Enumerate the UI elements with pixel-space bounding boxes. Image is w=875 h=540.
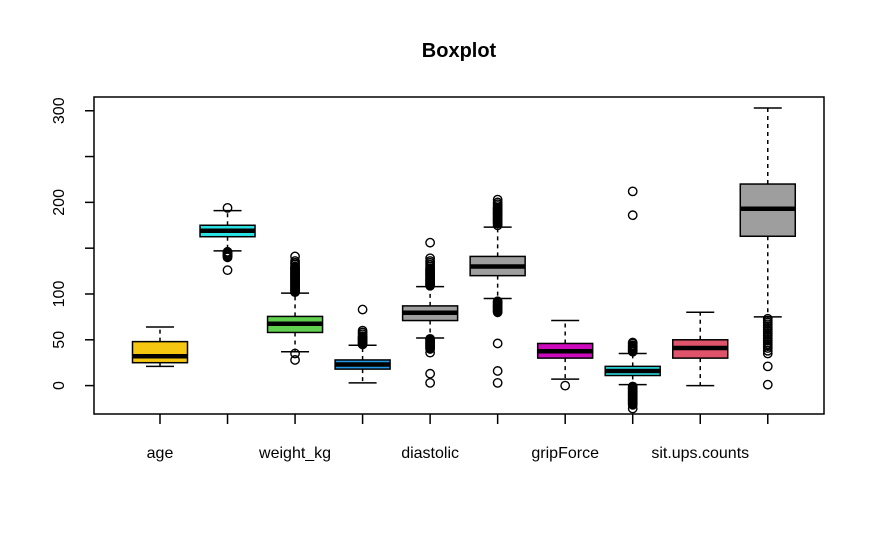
outlier-point xyxy=(762,343,773,353)
outlier-point xyxy=(425,344,436,354)
box-group xyxy=(334,304,391,384)
outlier-point xyxy=(290,355,300,365)
outlier-point xyxy=(492,197,503,208)
outlier-point xyxy=(290,256,300,266)
axes-layer: 0 50 100 200 300 age weight_kg diastolic gripFor… xyxy=(51,97,769,462)
outlier-point xyxy=(560,380,571,391)
plot-border xyxy=(93,96,825,415)
outlier-point xyxy=(492,377,503,388)
outlier-point xyxy=(492,307,503,318)
box-group xyxy=(199,202,256,276)
outlier-point xyxy=(425,347,436,358)
outlier-point xyxy=(762,345,773,356)
outlier-point xyxy=(222,252,233,263)
iqr-box xyxy=(131,340,189,364)
y-tick-label: 300 xyxy=(51,97,68,124)
outlier-point xyxy=(222,202,233,213)
outlier-point xyxy=(425,377,436,388)
outlier-point xyxy=(290,251,300,262)
box-group xyxy=(536,319,594,391)
outlier-point xyxy=(627,399,638,410)
box-group xyxy=(131,326,189,368)
outlier-point xyxy=(492,338,503,349)
outlier-point xyxy=(627,210,638,221)
box-group xyxy=(266,251,324,365)
outlier-point xyxy=(357,304,368,315)
outlier-point xyxy=(425,256,436,266)
outlier-point xyxy=(425,253,436,264)
x-tick-label: age xyxy=(147,445,174,462)
outlier-point xyxy=(762,361,773,372)
box-group xyxy=(671,311,729,387)
outlier-point xyxy=(357,325,368,336)
y-tick-label: 0 xyxy=(51,381,68,390)
x-tick-label: weight_kg xyxy=(258,445,331,462)
x-tick-label: diastolic xyxy=(401,445,459,462)
box-group xyxy=(469,194,526,388)
x-tick-label: sit.ups.counts xyxy=(651,445,749,462)
outlier-point xyxy=(627,403,638,414)
y-tick-label: 50 xyxy=(51,331,68,349)
outlier-point xyxy=(492,366,503,376)
y-tick-label: 200 xyxy=(51,189,68,216)
outlier-point xyxy=(627,186,638,197)
outlier-point xyxy=(222,265,233,276)
outlier-point xyxy=(762,379,773,390)
outlier-point xyxy=(425,368,436,379)
box-group xyxy=(401,237,459,388)
boxes-layer xyxy=(131,107,797,414)
box-group xyxy=(739,107,797,390)
outlier-point xyxy=(492,194,503,205)
outlier-point xyxy=(290,348,300,359)
chart-title: Boxplot xyxy=(422,40,497,62)
y-tick-label: 100 xyxy=(51,281,68,308)
outlier-point xyxy=(425,237,436,248)
outlier-point xyxy=(627,337,638,348)
x-tick-label: gripForce xyxy=(531,445,599,462)
outlier-point xyxy=(762,348,773,359)
box-group xyxy=(604,186,661,414)
